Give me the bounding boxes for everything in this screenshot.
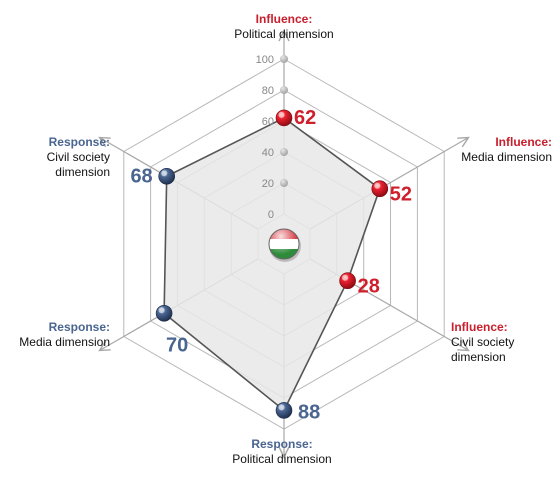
axis-label-sub: Civil society [451,335,515,349]
axis-label-sub: Political dimension [234,27,334,41]
tick-dot [280,148,288,156]
tick-label: 80 [262,85,274,97]
data-value-label: 88 [298,401,320,423]
data-polygon-layer [163,116,381,412]
data-polygon [163,116,381,412]
data-value-label: 70 [166,334,188,356]
axis-label-response-political: Response: Political dimension [202,437,362,467]
axis-label-sub: Civil society [46,150,110,164]
data-value-label: 62 [294,107,316,129]
tick-dot [280,179,288,187]
axis-label-influence-political: Influence: Political dimension [204,12,364,42]
data-value-label: 68 [130,165,152,187]
axis-label-influence-media: Influence: Media dimension [404,135,552,165]
tick-dot [280,86,288,94]
data-point [371,180,389,197]
axis-label-head: Response: [48,320,110,334]
hungary-flag-ball-icon [268,228,301,262]
axis-label-head: Influence: [495,135,552,149]
tick-label: 0 [268,209,274,221]
data-point [275,109,293,127]
axis-arrow-icon [278,29,290,42]
axis-label-sub: Political dimension [232,452,332,466]
axis-arrow-icon [98,136,111,148]
data-point-shine [342,274,349,281]
axis-label-sub: Media dimension [19,335,110,349]
axis-label-sub: Media dimension [461,150,552,164]
axis-label-head: Influence: [451,320,508,334]
data-point [158,168,175,185]
axis-arrow-icon [457,340,470,352]
axis-label-response-civil: Response: Civil society dimension [0,135,110,180]
tick-dot [280,55,288,63]
data-point-shine [374,182,381,189]
tick-label: 20 [262,178,274,190]
data-point [155,304,173,322]
axis-arrow-icon [278,446,290,459]
axis-label-sub: dimension [55,165,110,179]
axis-label-response-media: Response: Media dimension [0,320,110,350]
axis-arrow-icon [457,136,470,148]
tick-label: 40 [262,147,274,159]
data-point [275,402,293,419]
data-value-label: 52 [390,184,412,206]
tick-label: 100 [256,54,274,66]
data-label-layer: 62 52 28 88 70 68 [130,107,412,423]
data-point-shine [161,170,168,177]
data-point-shine [278,404,285,411]
data-value-label: 28 [358,276,380,298]
axis-label-head: Response: [48,135,110,149]
axis-label-head: Response: [251,437,313,451]
tick-label: 60 [262,116,274,128]
axis-label-influence-civil: Influence: Civil society dimension [451,320,556,365]
axis-arrow-icon [98,340,111,352]
tick-label-layer: 0 20 40 60 80 100 [256,54,288,221]
data-marker-layer [155,109,389,419]
axis-label-head: Influence: [255,12,313,26]
data-point-shine [158,307,165,314]
data-point-shine [278,111,285,118]
data-point [339,272,356,290]
axis-label-sub: dimension [451,350,506,364]
